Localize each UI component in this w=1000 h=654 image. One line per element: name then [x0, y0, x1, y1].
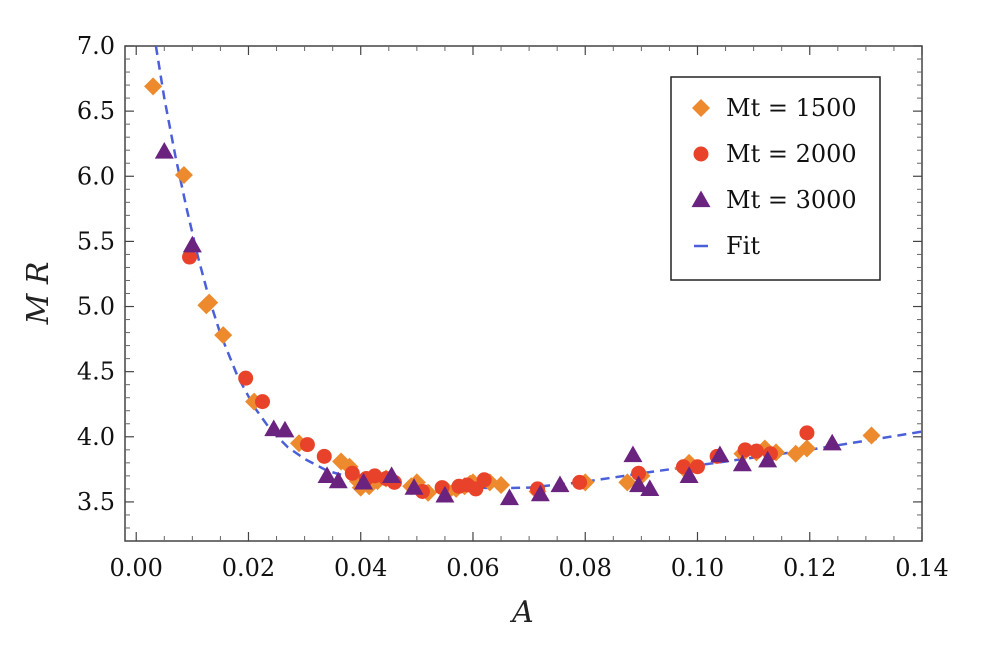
- data-point-triangle: [317, 466, 337, 483]
- data-point-triangle: [328, 471, 348, 489]
- legend-label: Mt = 3000: [726, 186, 857, 214]
- data-point-circle: [182, 249, 198, 265]
- legend-label: Mt = 1500: [726, 94, 857, 122]
- y-tick-label: 3.5: [77, 488, 115, 516]
- data-point-circle: [476, 472, 492, 488]
- data-point-circle: [631, 465, 647, 481]
- data-points-layer: [144, 77, 881, 506]
- legend-label: Mt = 2000: [726, 140, 857, 168]
- data-point-circle: [344, 465, 360, 481]
- data-point-triangle: [275, 420, 295, 438]
- data-point-circle: [367, 468, 383, 484]
- data-point-diamond: [862, 426, 881, 445]
- y-tick-label: 4.5: [77, 358, 115, 386]
- data-point-triangle: [732, 454, 752, 472]
- data-point-triangle: [264, 419, 284, 437]
- data-point-triangle: [182, 235, 202, 253]
- data-point-triangle: [354, 472, 374, 490]
- data-point-diamond: [618, 473, 637, 492]
- data-point-triangle: [623, 445, 643, 463]
- y-tick-label: 4.0: [77, 423, 115, 451]
- data-point-triangle: [530, 484, 550, 502]
- x-axis-label: A: [509, 595, 534, 630]
- data-point-triangle: [404, 478, 424, 495]
- x-tick-label: 0.00: [110, 554, 163, 582]
- x-tick-label: 0.08: [559, 554, 612, 582]
- data-point-triangle: [629, 475, 649, 493]
- data-point-circle: [255, 394, 271, 410]
- data-point-diamond: [492, 475, 511, 494]
- data-point-triangle: [679, 466, 699, 483]
- data-point-triangle: [758, 450, 778, 468]
- x-tick-label: 0.12: [783, 554, 836, 582]
- data-point-diamond: [214, 326, 233, 345]
- data-point-circle: [689, 459, 705, 475]
- data-point-circle: [737, 442, 753, 458]
- x-axis-ticks: 0.00 0.02 0.04 0.06 0.08 0.10 0.12 0.14: [110, 46, 949, 582]
- data-point-diamond: [200, 293, 219, 312]
- legend-label: Fit: [726, 232, 760, 260]
- data-point-triangle: [499, 488, 519, 506]
- data-point-triangle: [710, 445, 730, 463]
- legend-swatch-circle: [693, 146, 709, 162]
- legend: Mt = 1500 Mt = 2000 Mt = 3000 Fit: [670, 76, 881, 281]
- legend-swatch-diamond: [692, 99, 710, 117]
- data-point-triangle: [640, 479, 660, 497]
- data-point-triangle: [382, 466, 402, 483]
- x-tick-label: 0.14: [895, 554, 948, 582]
- y-tick-label: 7.0: [77, 32, 115, 60]
- data-point-triangle: [435, 485, 455, 503]
- data-point-circle: [748, 443, 764, 459]
- data-point-triangle: [550, 475, 570, 493]
- x-tick-label: 0.06: [446, 554, 499, 582]
- data-point-triangle: [822, 433, 842, 451]
- x-tick-label: 0.04: [334, 554, 387, 582]
- y-axis-label: M R: [21, 262, 56, 326]
- legend-items: Mt = 1500 Mt = 2000 Mt = 3000 Fit: [691, 94, 857, 260]
- data-point-diamond: [174, 165, 193, 184]
- y-tick-label: 5.5: [77, 227, 115, 255]
- data-point-circle: [238, 370, 254, 386]
- data-point-circle: [316, 448, 332, 464]
- legend-swatch-triangle: [691, 190, 711, 208]
- y-tick-label: 5.0: [77, 293, 115, 321]
- data-point-diamond: [797, 439, 816, 458]
- y-axis-ticks: 3.5 4.0 4.5 5.0 5.5 6.0 6.5 7.0: [77, 32, 922, 529]
- x-tick-label: 0.02: [222, 554, 275, 582]
- data-point-circle: [299, 437, 315, 453]
- y-tick-label: 6.0: [77, 162, 115, 190]
- x-tick-label: 0.10: [671, 554, 724, 582]
- data-point-circle: [572, 474, 588, 490]
- y-tick-label: 6.5: [77, 97, 115, 125]
- data-point-circle: [799, 425, 815, 441]
- data-point-diamond: [144, 77, 163, 96]
- data-point-triangle: [154, 142, 174, 159]
